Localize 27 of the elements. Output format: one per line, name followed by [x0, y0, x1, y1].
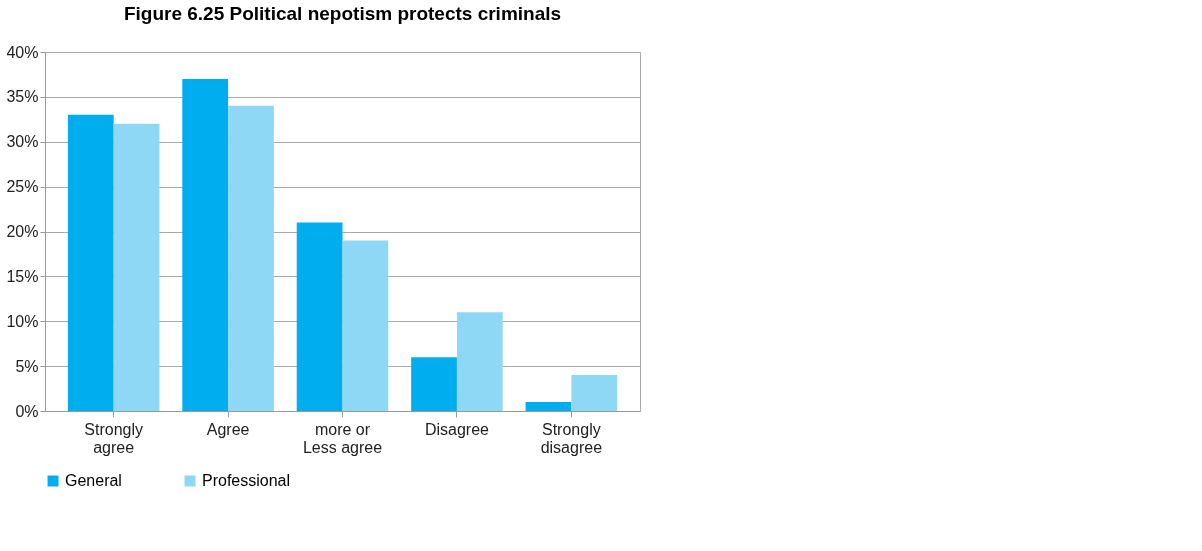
y-tick-label: 10% — [6, 312, 39, 330]
y-tick-label: 20% — [6, 223, 39, 240]
chart-title: Figure 6.25 Political nepotism protects criminals — [123, 3, 562, 24]
bar — [411, 357, 457, 411]
y-tick-label: 40% — [6, 43, 39, 61]
bar — [342, 240, 389, 411]
y-tick-label: 5% — [15, 357, 39, 375]
x-tick-label: Agree — [206, 420, 250, 438]
bar — [456, 312, 503, 411]
bar — [67, 114, 114, 411]
x-tick-label: more or Less agree — [302, 420, 383, 456]
y-tick-label: 30% — [6, 133, 39, 151]
bar — [182, 78, 229, 411]
bar — [296, 222, 343, 411]
y-tick-label: 35% — [6, 88, 39, 106]
bar — [571, 375, 618, 411]
bar — [525, 402, 572, 411]
x-tick-label: Strongly disagree — [540, 420, 603, 456]
bar — [228, 105, 274, 411]
bar — [113, 123, 160, 411]
x-tick-label: Disagree — [424, 420, 490, 438]
y-tick-label: 25% — [6, 178, 39, 196]
legend-label: General — [65, 472, 122, 489]
y-tick-label: 0% — [15, 402, 39, 420]
y-tick-label: 15% — [6, 267, 39, 285]
x-tick-label: Strongly agree — [84, 420, 144, 456]
legend-label: Professional — [202, 472, 291, 489]
